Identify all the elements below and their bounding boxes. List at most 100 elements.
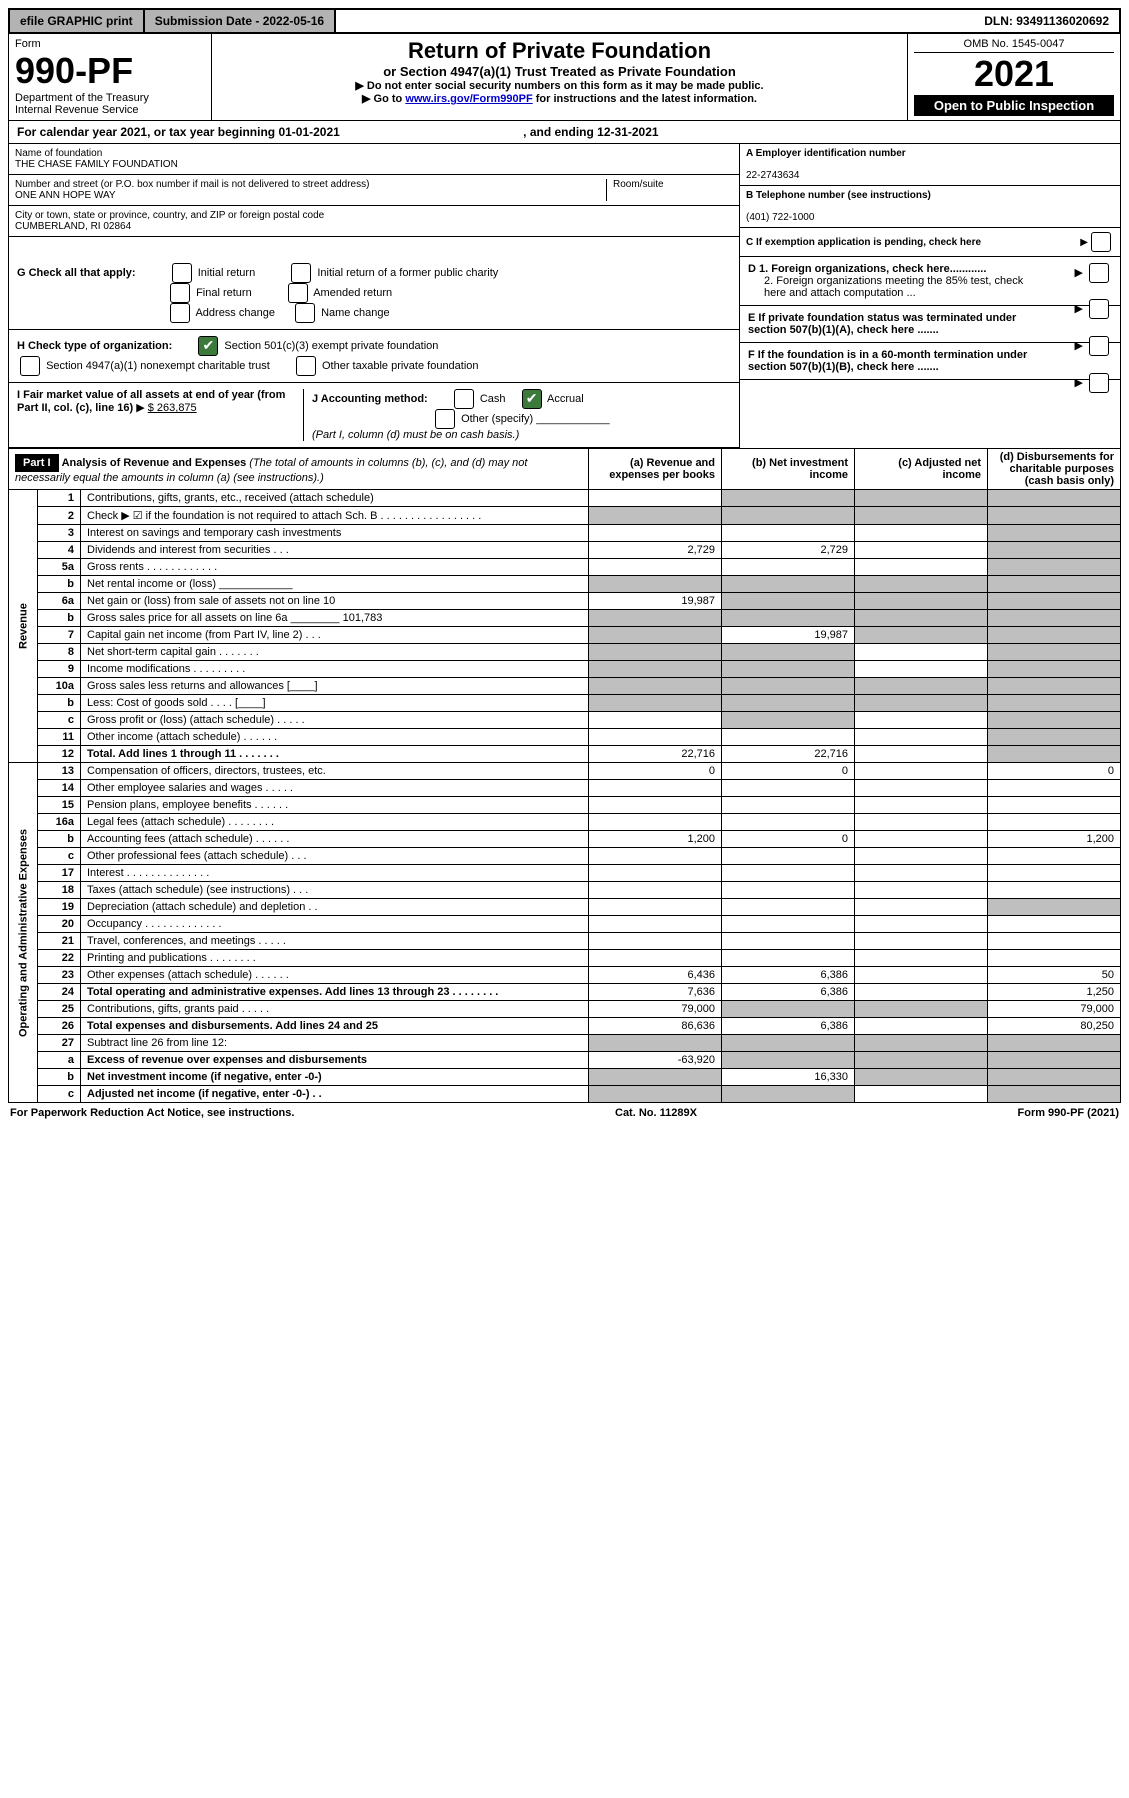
row-number: 12 (38, 746, 81, 763)
e-checkbox[interactable] (1089, 336, 1109, 356)
j-accrual[interactable]: ✔ (522, 389, 542, 409)
row-number: 1 (38, 490, 81, 507)
row-value (988, 1052, 1121, 1069)
d2-label: 2. Foreign organizations meeting the 85%… (764, 275, 1044, 299)
name-label: Name of foundation (15, 148, 102, 159)
row-value (855, 644, 988, 661)
row-value (855, 780, 988, 797)
row-value (988, 916, 1121, 933)
row-value: 7,636 (589, 984, 722, 1001)
d2-checkbox[interactable] (1089, 299, 1109, 319)
form-header: Form 990-PF Department of the Treasury I… (8, 34, 1121, 121)
row-number: a (38, 1052, 81, 1069)
h-4947[interactable] (20, 356, 40, 376)
row-value (589, 695, 722, 712)
row-value (988, 610, 1121, 627)
table-row: 4Dividends and interest from securities … (9, 542, 1121, 559)
f-label: F If the foundation is in a 60-month ter… (748, 349, 1048, 373)
h-501c3[interactable]: ✔ (198, 336, 218, 356)
g-final-return[interactable] (170, 283, 190, 303)
g-initial-former[interactable] (291, 263, 311, 283)
c-checkbox[interactable] (1091, 232, 1111, 252)
row-value: 1,200 (589, 831, 722, 848)
row-value (589, 644, 722, 661)
note2-pre: Go to (374, 93, 406, 105)
g-initial-return[interactable] (172, 263, 192, 283)
row-description: Check ▶ ☑ if the foundation is not requi… (81, 507, 589, 525)
row-value (855, 831, 988, 848)
row-value (988, 899, 1121, 916)
d1-checkbox[interactable] (1089, 263, 1109, 283)
row-value (722, 695, 855, 712)
row-value: 6,386 (722, 984, 855, 1001)
row-description: Pension plans, employee benefits . . . .… (81, 797, 589, 814)
row-description: Other professional fees (attach schedule… (81, 848, 589, 865)
row-value (855, 1001, 988, 1018)
c-label: C If exemption application is pending, c… (746, 237, 1080, 248)
table-row: 5aGross rents . . . . . . . . . . . . (9, 559, 1121, 576)
row-value (722, 490, 855, 507)
topbar: efile GRAPHIC print Submission Date - 20… (8, 8, 1121, 34)
row-value (722, 729, 855, 746)
row-value (589, 1035, 722, 1052)
row-value (589, 576, 722, 593)
row-value (722, 916, 855, 933)
row-value (589, 933, 722, 950)
d1-label: D 1. Foreign organizations, check here..… (748, 263, 986, 275)
row-value (988, 865, 1121, 882)
table-row: 25Contributions, gifts, grants paid . . … (9, 1001, 1121, 1018)
row-value: 6,436 (589, 967, 722, 984)
row-value (855, 610, 988, 627)
row-value (855, 933, 988, 950)
row-value: 79,000 (589, 1001, 722, 1018)
row-value: 0 (722, 831, 855, 848)
g-name-change[interactable] (295, 303, 315, 323)
table-row: 8Net short-term capital gain . . . . . .… (9, 644, 1121, 661)
col-a: (a) Revenue and expenses per books (589, 449, 722, 490)
row-value: 1,250 (988, 984, 1121, 1001)
row-value (589, 559, 722, 576)
row-number: 5a (38, 559, 81, 576)
table-row: 9Income modifications . . . . . . . . . (9, 661, 1121, 678)
g-address[interactable] (170, 303, 190, 323)
f-checkbox[interactable] (1089, 373, 1109, 393)
b-label: B Telephone number (see instructions) (746, 190, 931, 201)
table-row: 23Other expenses (attach schedule) . . .… (9, 967, 1121, 984)
h-other-taxable[interactable] (296, 356, 316, 376)
row-number: b (38, 576, 81, 593)
row-value (855, 695, 988, 712)
g-label: G Check all that apply: (17, 267, 136, 279)
row-value (855, 967, 988, 984)
row-description: Net gain or (loss) from sale of assets n… (81, 593, 589, 610)
row-value (988, 780, 1121, 797)
efile-button[interactable]: efile GRAPHIC print (10, 10, 145, 32)
form990pf-link[interactable]: www.irs.gov/Form990PF (405, 93, 532, 105)
row-value (855, 1086, 988, 1103)
a-label: A Employer identification number (746, 148, 906, 159)
row-number: 11 (38, 729, 81, 746)
row-value: 19,987 (722, 627, 855, 644)
row-number: 9 (38, 661, 81, 678)
irs: Internal Revenue Service (15, 104, 205, 116)
row-value (988, 1035, 1121, 1052)
row-number: c (38, 848, 81, 865)
row-value (589, 882, 722, 899)
row-value (988, 490, 1121, 507)
row-value (589, 780, 722, 797)
j-other[interactable] (435, 409, 455, 429)
table-row: 17Interest . . . . . . . . . . . . . . (9, 865, 1121, 882)
table-row: 20Occupancy . . . . . . . . . . . . . (9, 916, 1121, 933)
row-description: Interest . . . . . . . . . . . . . . (81, 865, 589, 882)
form-word: Form (15, 38, 205, 50)
phone: (401) 722-1000 (746, 212, 814, 223)
row-value: 80,250 (988, 1018, 1121, 1035)
table-row: 15Pension plans, employee benefits . . .… (9, 797, 1121, 814)
j-cash[interactable] (454, 389, 474, 409)
row-value: 0 (988, 763, 1121, 780)
row-description: Other expenses (attach schedule) . . . .… (81, 967, 589, 984)
row-value (855, 882, 988, 899)
revenue-section-label: Revenue (9, 490, 38, 763)
table-row: 11Other income (attach schedule) . . . .… (9, 729, 1121, 746)
g-amended[interactable] (288, 283, 308, 303)
row-value (722, 678, 855, 695)
